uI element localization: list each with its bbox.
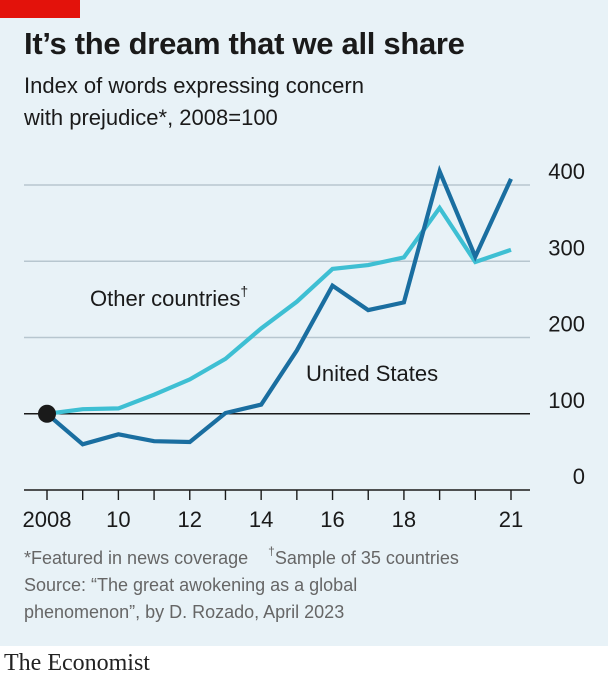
series-label-other-countries: Other countries† bbox=[90, 283, 248, 311]
series-label-other-marker: † bbox=[240, 283, 248, 299]
y-tick-label-400: 400 bbox=[548, 159, 585, 184]
x-tick-label-18: 18 bbox=[392, 507, 416, 532]
subtitle-line-2: with prejudice*, 2008=100 bbox=[24, 105, 278, 130]
subtitle-line-1: Index of words expressing concern bbox=[24, 73, 364, 98]
series-line-united-states bbox=[45, 164, 513, 447]
x-tick-label-12: 12 bbox=[178, 507, 202, 532]
source-line-2: phenomenon”, by D. Rozado, April 2023 bbox=[24, 602, 345, 622]
x-axis bbox=[24, 489, 530, 500]
brand-wordmark: The Economist bbox=[4, 650, 150, 676]
series-line-other-countries bbox=[46, 204, 512, 416]
y-tick-label-200: 200 bbox=[548, 312, 585, 337]
footnote-sample: Sample of 35 countries bbox=[274, 548, 459, 568]
chart-title: It’s the dream that we all share bbox=[24, 26, 465, 61]
chart-card: It’s the dream that we all share Index o… bbox=[0, 0, 608, 646]
x-tick-label-10: 10 bbox=[106, 507, 130, 532]
y-axis-labels: 0 100 200 300 400 bbox=[548, 159, 585, 489]
footnotes: *Featured in news coverage †Sample of 35 … bbox=[24, 545, 594, 626]
footnote-dagger: † bbox=[268, 544, 275, 558]
footnote-featured: *Featured in news coverage bbox=[24, 548, 249, 568]
source-line-1: Source: “The great awokening as a global bbox=[24, 575, 358, 595]
x-tick-label-14: 14 bbox=[249, 507, 273, 532]
x-axis-labels: 2008 10 12 14 16 18 21 bbox=[23, 507, 524, 532]
series-lines bbox=[38, 164, 513, 447]
start-point-marker bbox=[38, 404, 56, 423]
x-tick-label-16: 16 bbox=[320, 507, 344, 532]
footnote-line: *Featured in news coverage †Sample of 35 … bbox=[24, 545, 594, 572]
y-tick-label-300: 300 bbox=[548, 235, 585, 260]
series-label-other-text: Other countries bbox=[90, 286, 240, 311]
red-tag-marker bbox=[0, 0, 80, 18]
y-tick-label-0: 0 bbox=[573, 464, 585, 489]
series-label-united-states: United States bbox=[306, 361, 438, 386]
chart-subtitle: Index of words expressing concern with p… bbox=[24, 70, 584, 134]
x-tick-label-2008: 2008 bbox=[23, 507, 72, 532]
x-tick-label-21: 21 bbox=[499, 507, 523, 532]
y-tick-label-100: 100 bbox=[548, 388, 585, 413]
line-chart: 0 100 200 300 400 2008 10 12 14 16 18 21 Other cou… bbox=[23, 159, 585, 532]
